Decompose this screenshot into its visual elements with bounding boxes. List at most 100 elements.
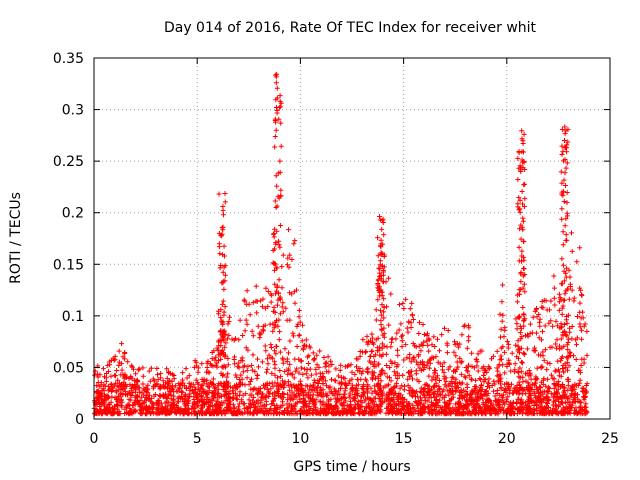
data-point: [539, 404, 545, 410]
data-point: [529, 410, 535, 416]
data-point: [291, 375, 297, 381]
y-tick-label: 0.35: [53, 51, 84, 67]
data-point: [271, 359, 277, 365]
data-point: [137, 410, 143, 416]
data-point: [203, 369, 209, 375]
data-point: [519, 157, 525, 163]
data-point: [415, 405, 421, 411]
data-point: [319, 402, 325, 408]
data-point: [244, 288, 250, 294]
data-point: [287, 387, 293, 393]
data-point: [117, 400, 123, 406]
data-point: [342, 407, 347, 413]
data-point: [555, 358, 561, 364]
data-point: [552, 302, 558, 308]
data-point: [445, 328, 451, 333]
data-point: [466, 373, 472, 379]
data-point: [286, 350, 291, 356]
data-point: [112, 395, 118, 401]
data-point: [253, 386, 259, 392]
data-point: [264, 369, 269, 375]
data-point: [363, 349, 369, 354]
data-point: [329, 362, 335, 367]
data-point: [198, 386, 204, 392]
data-point: [287, 252, 293, 258]
data-point: [232, 385, 238, 391]
data-point: [114, 368, 120, 373]
data-point: [375, 335, 381, 341]
y-tick-label: 0.1: [62, 309, 84, 325]
data-point: [359, 394, 365, 400]
data-point: [424, 333, 430, 338]
data-point: [526, 401, 532, 407]
data-point: [544, 307, 550, 313]
data-point: [524, 346, 530, 352]
data-point: [569, 230, 574, 236]
data-point: [497, 402, 503, 407]
data-point: [540, 349, 546, 355]
data-point: [561, 343, 567, 349]
data-point: [235, 364, 241, 369]
data-point: [521, 265, 526, 271]
data-point: [524, 385, 530, 391]
data-point: [351, 405, 357, 411]
data-point: [377, 270, 383, 276]
x-tick-label: 20: [498, 431, 516, 447]
data-point: [378, 407, 384, 413]
data-point: [577, 380, 583, 386]
data-point: [519, 369, 525, 375]
data-point: [475, 368, 481, 374]
data-point: [104, 371, 109, 376]
data-point: [294, 388, 300, 394]
data-point: [453, 389, 459, 395]
data-point: [128, 363, 134, 369]
data-point: [498, 326, 504, 332]
data-point: [521, 131, 527, 137]
data-point: [305, 361, 311, 366]
data-point: [519, 391, 525, 397]
data-point: [390, 406, 395, 412]
data-point: [249, 328, 255, 334]
data-point: [265, 289, 271, 294]
data-point: [389, 390, 395, 396]
data-point: [503, 386, 509, 392]
data-point: [431, 334, 437, 340]
data-point: [490, 408, 496, 414]
data-point: [217, 405, 223, 411]
data-point: [568, 353, 574, 358]
data-point: [381, 309, 387, 315]
data-point: [418, 341, 424, 347]
data-point: [291, 241, 297, 247]
data-point: [218, 307, 224, 313]
data-point: [143, 393, 149, 398]
data-point: [287, 317, 293, 323]
data-point: [491, 388, 497, 394]
data-point: [519, 404, 525, 410]
data-point: [292, 403, 298, 409]
data-point: [375, 277, 381, 283]
data-point: [237, 392, 243, 398]
data-point: [484, 369, 490, 375]
data-point: [167, 371, 173, 376]
data-point: [457, 404, 463, 410]
data-point: [234, 374, 240, 380]
data-point: [516, 355, 521, 361]
data-point: [119, 361, 125, 367]
data-point: [560, 332, 566, 338]
data-point: [120, 354, 126, 360]
data-point: [540, 329, 545, 335]
data-point: [209, 356, 215, 362]
data-point: [378, 318, 384, 324]
data-point: [521, 323, 527, 329]
data-point: [379, 326, 385, 332]
data-point: [243, 317, 249, 323]
data-point: [329, 377, 334, 383]
data-point: [487, 411, 493, 416]
data-point: [406, 405, 412, 411]
data-point: [265, 304, 271, 310]
data-point: [126, 402, 132, 408]
x-axis: 0 5 10 15 20 25: [90, 58, 619, 447]
data-point: [368, 411, 374, 417]
data-point: [274, 383, 280, 389]
data-point: [229, 336, 235, 342]
